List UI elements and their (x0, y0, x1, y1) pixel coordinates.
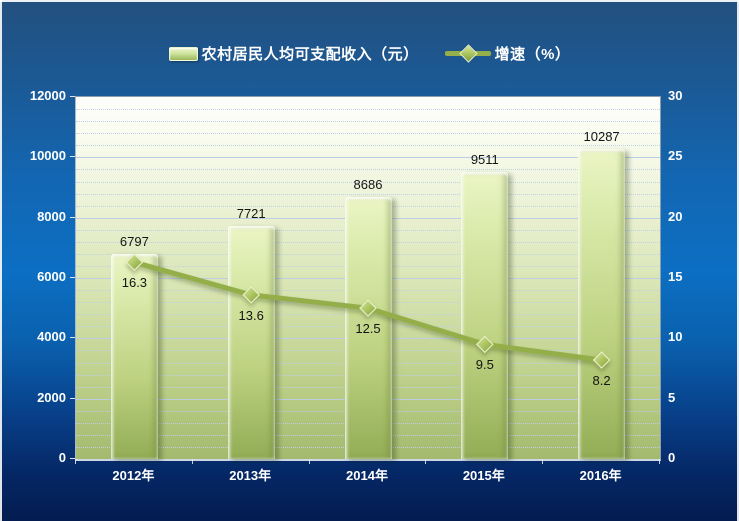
bar-value-label: 6797 (119, 234, 149, 249)
gridline-minor (76, 133, 660, 135)
y-axis-tick-label-left: 2000 (37, 389, 66, 405)
gridline-minor (76, 169, 660, 171)
line-marker (242, 286, 261, 304)
y-axis-tick-label-right: 30 (668, 88, 683, 103)
y-axis-tick-label-left: 4000 (37, 329, 66, 345)
y-axis-tick-label-right: 15 (668, 269, 683, 284)
legend-label-growth: 增速（%） (494, 46, 571, 63)
legend-item-growth: 增速（%） (444, 43, 571, 64)
gridline-minor (76, 109, 660, 111)
y-axis-tick-label-left: 6000 (37, 269, 66, 284)
y-axis-tick-mark (70, 96, 75, 97)
bar (110, 254, 158, 459)
gridline-major (76, 157, 660, 159)
line-marker (592, 351, 611, 369)
x-axis-tick-mark (75, 459, 76, 464)
y-axis-tick-label-left: 0 (58, 450, 66, 465)
gridline-minor (76, 193, 660, 195)
x-axis-label: 2012年 (112, 468, 155, 483)
x-axis-tick-mark (542, 459, 544, 464)
x-axis-label: 2015年 (462, 468, 505, 483)
x-axis-label: 2016年 (579, 468, 622, 483)
bar (344, 197, 392, 459)
x-axis-tick-mark (425, 459, 427, 464)
legend: 农村居民人均可支配收入（元） 增速（%） (0, 43, 739, 64)
y-axis-tick-label-right: 5 (668, 389, 676, 405)
line-marker (475, 335, 494, 354)
bar-value-label: 10287 (583, 128, 620, 144)
y-axis-tick-label-right: 25 (668, 148, 683, 164)
bar-series-swatch-icon (168, 46, 198, 61)
x-axis-label: 2014年 (346, 468, 388, 483)
growth-value-label: 12.5 (355, 321, 381, 337)
growth-value-label: 9.5 (475, 357, 494, 373)
y-axis-tick-label-right: 20 (668, 208, 683, 224)
y-axis-tick-mark (70, 458, 75, 459)
gridline-minor (76, 121, 660, 123)
line-marker (359, 299, 377, 318)
bar (461, 172, 509, 459)
x-axis-tick-mark (308, 459, 310, 464)
line-series-swatch-icon (444, 44, 491, 63)
growth-line-layer (125, 253, 611, 369)
y-axis-tick-label-left: 8000 (37, 208, 66, 224)
y-axis-tick-mark (70, 277, 75, 278)
y-axis-tick-mark (70, 397, 75, 399)
y-axis-tick-label-right: 0 (668, 450, 676, 465)
legend-label-income: 农村居民人均可支配收入（元） (201, 46, 419, 63)
y-axis-tick-mark (70, 216, 75, 218)
x-axis-tick-mark (659, 459, 660, 464)
gridline-minor (76, 145, 660, 147)
x-axis-tick-mark (191, 459, 193, 464)
growth-value-label: 8.2 (592, 373, 611, 389)
growth-value-label: 16.3 (121, 275, 148, 291)
y-axis-tick-label-right: 10 (668, 329, 683, 345)
bar-value-label: 9511 (470, 152, 499, 168)
y-axis-tick-label-left: 12000 (29, 88, 66, 103)
bar-value-label: 8686 (353, 177, 383, 192)
bar-value-label: 7721 (236, 206, 266, 222)
plot-area: 6797 7721 8686 9511 10287 16.3 13.6 12.5 9.5 8.2 (75, 96, 661, 461)
line-marker (125, 253, 144, 272)
bar (227, 226, 275, 459)
bar (578, 148, 626, 459)
legend-item-income: 农村居民人均可支配收入（元） (168, 43, 419, 64)
y-axis-tick-mark (70, 156, 75, 158)
gridline-minor (76, 181, 660, 183)
growth-value-label: 13.6 (238, 307, 264, 323)
y-axis-tick-label-left: 10000 (29, 148, 66, 164)
y-axis-tick-mark (70, 337, 75, 339)
diamond-marker-icon (458, 44, 478, 63)
x-axis-label: 2013年 (229, 468, 272, 483)
